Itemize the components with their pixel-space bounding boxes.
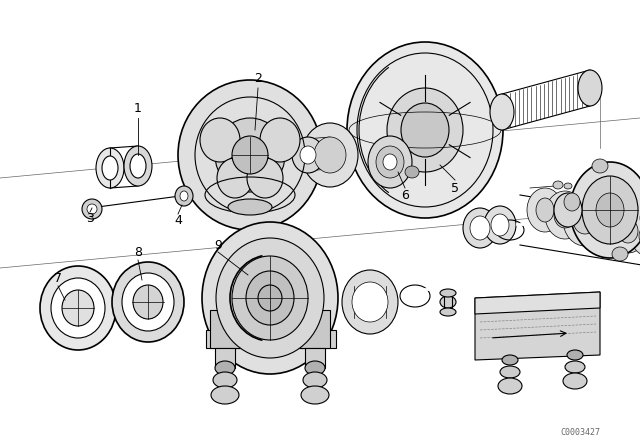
Ellipse shape xyxy=(211,386,239,404)
Ellipse shape xyxy=(609,209,640,253)
Ellipse shape xyxy=(180,191,188,201)
Ellipse shape xyxy=(639,225,640,247)
Text: 4: 4 xyxy=(174,214,182,227)
Ellipse shape xyxy=(383,154,397,170)
Ellipse shape xyxy=(302,123,358,187)
Ellipse shape xyxy=(553,181,563,189)
Ellipse shape xyxy=(567,350,583,360)
Ellipse shape xyxy=(314,137,346,173)
Ellipse shape xyxy=(582,176,638,244)
Ellipse shape xyxy=(260,118,300,162)
Ellipse shape xyxy=(178,80,322,230)
Ellipse shape xyxy=(347,42,503,218)
Ellipse shape xyxy=(612,247,628,261)
Ellipse shape xyxy=(51,278,105,338)
Ellipse shape xyxy=(527,188,563,232)
Ellipse shape xyxy=(563,194,607,246)
Ellipse shape xyxy=(631,216,640,256)
Ellipse shape xyxy=(133,285,163,319)
Text: 2: 2 xyxy=(254,72,262,85)
Text: 3: 3 xyxy=(86,211,94,224)
Text: 5: 5 xyxy=(451,181,459,194)
Ellipse shape xyxy=(463,208,497,248)
Ellipse shape xyxy=(536,198,554,222)
Text: C0003427: C0003427 xyxy=(560,427,600,436)
Ellipse shape xyxy=(401,103,449,157)
Ellipse shape xyxy=(301,386,329,404)
Ellipse shape xyxy=(596,193,624,227)
Ellipse shape xyxy=(303,372,327,388)
Ellipse shape xyxy=(490,94,514,130)
Ellipse shape xyxy=(124,146,152,186)
Ellipse shape xyxy=(352,282,388,322)
Ellipse shape xyxy=(387,88,463,172)
Ellipse shape xyxy=(305,361,325,375)
Ellipse shape xyxy=(112,262,184,342)
Ellipse shape xyxy=(376,146,404,178)
Polygon shape xyxy=(475,292,600,314)
Ellipse shape xyxy=(565,361,585,373)
Text: 6: 6 xyxy=(401,189,409,202)
Text: 7: 7 xyxy=(54,271,62,284)
Ellipse shape xyxy=(62,290,94,326)
Ellipse shape xyxy=(213,372,237,388)
Ellipse shape xyxy=(200,118,240,162)
Ellipse shape xyxy=(87,204,97,214)
Ellipse shape xyxy=(470,216,490,240)
Polygon shape xyxy=(475,292,600,360)
Ellipse shape xyxy=(122,273,174,331)
Ellipse shape xyxy=(564,183,572,189)
Ellipse shape xyxy=(228,199,272,215)
Ellipse shape xyxy=(82,199,102,219)
Ellipse shape xyxy=(96,148,124,188)
Ellipse shape xyxy=(587,202,629,250)
Ellipse shape xyxy=(597,213,619,239)
Text: 8: 8 xyxy=(134,246,142,258)
Ellipse shape xyxy=(217,158,253,198)
Text: 1: 1 xyxy=(134,102,142,115)
Polygon shape xyxy=(215,348,235,368)
Ellipse shape xyxy=(592,159,608,173)
Ellipse shape xyxy=(175,186,193,206)
Ellipse shape xyxy=(484,206,516,244)
Ellipse shape xyxy=(247,158,283,198)
Ellipse shape xyxy=(502,355,518,365)
Ellipse shape xyxy=(500,366,520,378)
Ellipse shape xyxy=(258,285,282,311)
Ellipse shape xyxy=(554,193,582,227)
Ellipse shape xyxy=(216,238,324,358)
Ellipse shape xyxy=(578,70,602,106)
Ellipse shape xyxy=(342,270,398,334)
Ellipse shape xyxy=(618,219,638,243)
Ellipse shape xyxy=(440,296,456,308)
Text: 9: 9 xyxy=(214,238,222,251)
Ellipse shape xyxy=(563,373,587,389)
Ellipse shape xyxy=(368,136,412,188)
Ellipse shape xyxy=(215,361,235,375)
Ellipse shape xyxy=(498,378,522,394)
Ellipse shape xyxy=(405,166,419,178)
Ellipse shape xyxy=(545,191,585,239)
Ellipse shape xyxy=(102,156,118,180)
Ellipse shape xyxy=(564,193,580,211)
Polygon shape xyxy=(206,330,336,348)
Ellipse shape xyxy=(232,256,308,340)
Ellipse shape xyxy=(300,146,316,164)
Ellipse shape xyxy=(440,289,456,297)
Ellipse shape xyxy=(130,154,146,178)
Polygon shape xyxy=(210,310,240,348)
Ellipse shape xyxy=(246,271,294,325)
Ellipse shape xyxy=(232,136,268,174)
Ellipse shape xyxy=(573,206,597,234)
Ellipse shape xyxy=(440,308,456,316)
Ellipse shape xyxy=(570,162,640,258)
Ellipse shape xyxy=(491,214,509,236)
Polygon shape xyxy=(300,310,330,348)
Ellipse shape xyxy=(202,222,338,374)
Ellipse shape xyxy=(40,266,116,350)
Ellipse shape xyxy=(554,202,576,228)
Polygon shape xyxy=(305,348,325,368)
Ellipse shape xyxy=(215,118,285,192)
Ellipse shape xyxy=(292,137,324,173)
